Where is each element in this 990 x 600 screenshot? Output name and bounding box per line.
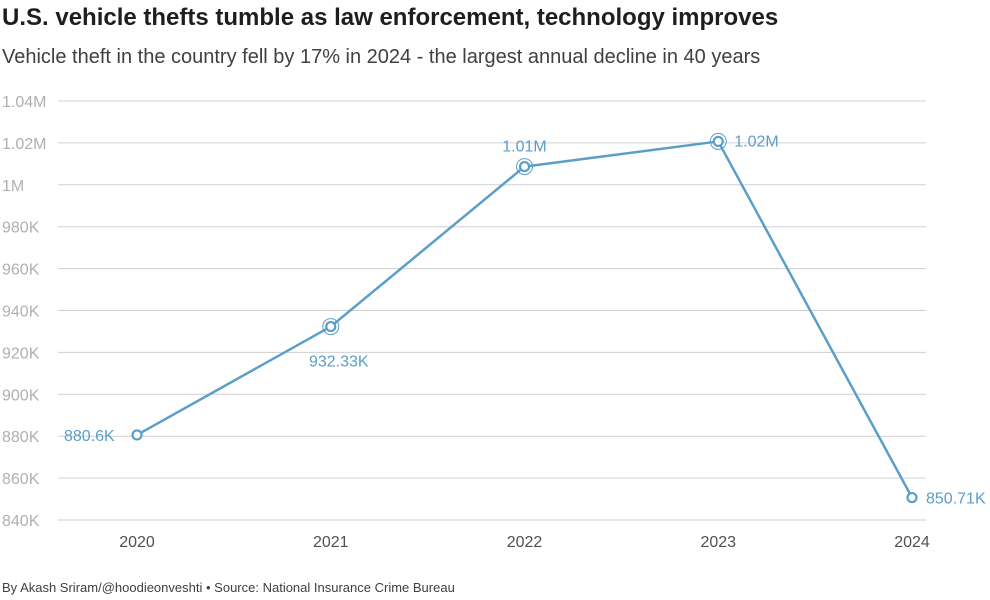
data-points <box>131 132 918 504</box>
y-tick-label: 860K <box>2 471 40 488</box>
source-credit: Source: National Insurance Crime Bureau <box>214 580 455 595</box>
data-point <box>518 160 531 173</box>
byline: By Akash Sriram/@hoodieonveshti • Source… <box>2 580 455 595</box>
x-tick-label: 2022 <box>507 534 543 551</box>
chart-title: U.S. vehicle thefts tumble as law enforc… <box>2 4 779 31</box>
data-label: 1.01M <box>502 139 546 156</box>
data-point <box>131 429 143 441</box>
x-tick-label: 2023 <box>700 534 736 551</box>
separator: • <box>205 580 211 595</box>
data-label: 880.6K <box>64 428 115 445</box>
data-label: 1.02M <box>734 133 778 150</box>
x-tick-label: 2024 <box>894 534 930 551</box>
y-tick-label: 960K <box>2 262 40 279</box>
data-point <box>712 135 724 148</box>
data-point-halo <box>709 132 727 150</box>
data-label: 932.33K <box>309 354 369 371</box>
y-tick-label: 880K <box>2 429 40 446</box>
data-point-halo <box>322 318 340 336</box>
y-tick-label: 1.02M <box>2 136 46 153</box>
y-tick-label: 920K <box>2 345 40 362</box>
data-point <box>325 320 337 333</box>
data-point-halo <box>516 158 533 176</box>
gridlines <box>58 100 926 521</box>
y-tick-label: 840K <box>2 513 40 530</box>
x-tick-label: 2020 <box>119 534 155 551</box>
data-label: 850.71K <box>926 491 986 508</box>
y-tick-label: 1.04M <box>2 94 46 111</box>
y-tick-label: 940K <box>2 304 40 321</box>
series-line <box>136 140 914 499</box>
y-tick-label: 1M <box>2 178 24 195</box>
y-tick-label: 980K <box>2 220 40 237</box>
x-axis-ticks: 2020 2021 2022 2023 2024 <box>119 534 930 551</box>
author-credit: By Akash Sriram/@hoodieonveshti <box>2 580 203 595</box>
y-axis-ticks: 840K 860K 880K 900K 920K 940K 960K 980K 1M 1.02M 1… <box>2 94 46 530</box>
chart-subtitle: Vehicle theft in the country fell by 17%… <box>2 46 761 68</box>
data-labels: 880.6K 932.33K 1.01M 1.02M 850.71K <box>64 133 986 507</box>
x-tick-label: 2021 <box>313 534 349 551</box>
data-point <box>906 491 918 504</box>
y-tick-label: 900K <box>2 387 40 404</box>
series-line-path <box>136 140 914 499</box>
